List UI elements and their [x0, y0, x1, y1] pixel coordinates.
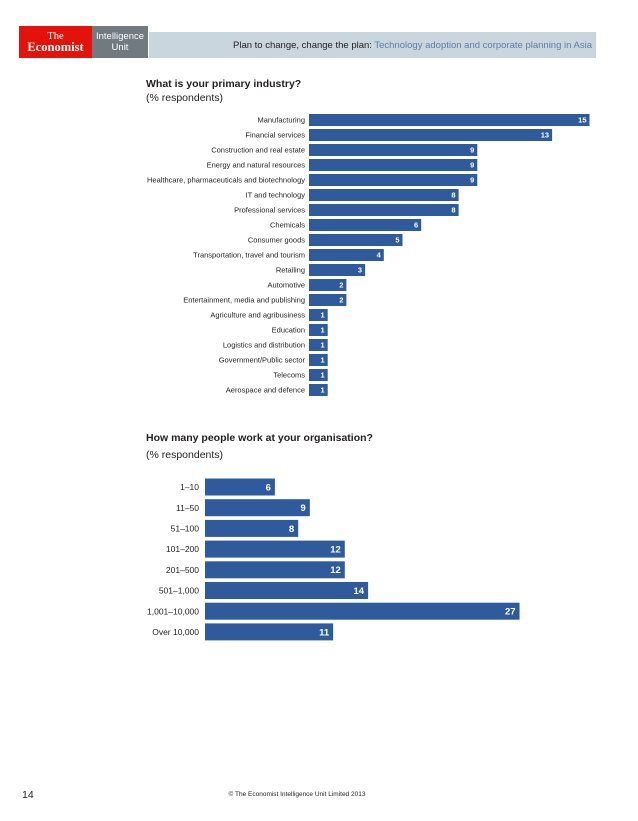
chart1-value-label: 1: [321, 371, 325, 380]
chart1-bar: [309, 369, 328, 381]
chart1-value-label: 15: [578, 116, 586, 125]
chart1-value-label: 1: [321, 341, 325, 350]
report-title: Plan to change, change the plan: Technol…: [233, 40, 592, 51]
report-title-main: Plan to change, change the plan:: [233, 40, 375, 51]
chart1-category-label: Transportation, travel and tourism: [193, 251, 305, 260]
chart1-category-label: Automotive: [267, 281, 305, 290]
chart1-bar: [309, 129, 553, 141]
chart2-value-label: 11: [319, 627, 330, 638]
unit-line1: Intelligence: [95, 31, 145, 42]
chart2-bar: [205, 602, 520, 620]
chart1-category-label: Logistics and distribution: [223, 341, 305, 350]
chart1-value-label: 2: [339, 296, 343, 305]
chart1-value-label: 9: [470, 146, 474, 155]
chart1-category-label: Consumer goods: [248, 236, 305, 245]
chart1-value-label: 1: [321, 326, 325, 335]
chart2-category-label: 51–100: [171, 523, 200, 533]
chart1-category-label: Retailing: [276, 266, 305, 275]
chart2-bar: [205, 582, 369, 599]
chart1-bar: [309, 354, 328, 366]
chart1-category-label: Energy and natural resources: [207, 161, 306, 170]
chart1-bar: [309, 324, 328, 336]
chart1-bar: [309, 204, 459, 216]
chart1-value-label: 8: [451, 206, 455, 215]
chart1-category-label: Government/Public sector: [219, 356, 306, 365]
chart1-value-label: 9: [470, 176, 474, 185]
chart2-bar: [205, 478, 275, 496]
chart2-category-label: 501–1,000: [159, 586, 199, 596]
chart1-value-label: 8: [451, 191, 455, 200]
chart2-bar: [205, 499, 310, 517]
page-number: 14: [22, 789, 34, 801]
chart1-bar: [309, 189, 459, 201]
chart2-bar: [205, 561, 345, 579]
chart1-category-label: Education: [272, 326, 305, 335]
economist-logo: The Economist: [19, 26, 92, 58]
chart2-value-label: 12: [330, 565, 341, 576]
chart1-category-label: Manufacturing: [257, 116, 305, 125]
chart1-bar: [309, 219, 422, 231]
chart1-category-label: Agriculture and agribusiness: [210, 311, 305, 320]
chart2-bar: [205, 519, 299, 537]
chart1-value-label: 1: [321, 386, 325, 395]
chart1-subtitle: (% respondents): [146, 92, 224, 104]
chart1-bar: [309, 279, 347, 291]
chart1-bar: [309, 114, 590, 126]
chart1-bar: [309, 339, 328, 351]
chart1-bar: [309, 159, 478, 171]
chart2-value-label: 6: [266, 482, 271, 493]
copyright-notice: © The Economist Intelligence Unit Limite…: [228, 791, 366, 798]
chart1-category-label: Chemicals: [270, 221, 305, 230]
chart1-bar: [309, 264, 366, 276]
chart1-value-label: 13: [541, 131, 549, 140]
chart2-value-label: 27: [505, 607, 516, 618]
logo-line2: Economist: [27, 40, 84, 54]
chart1-bar: [309, 309, 328, 321]
chart1-value-label: 3: [358, 266, 362, 275]
chart2-title: How many people work at your organisatio…: [146, 432, 373, 444]
chart1-title: What is your primary industry?: [146, 78, 302, 90]
chart2-category-label: 1,001–10,000: [147, 606, 199, 616]
chart2-value-label: 8: [289, 524, 294, 535]
chart2-category-label: 1–10: [180, 482, 199, 492]
chart1-value-label: 2: [339, 281, 343, 290]
chart1-bar: [309, 384, 328, 396]
header-band: Plan to change, change the plan: Technol…: [149, 32, 596, 58]
chart2-subtitle: (% respondents): [146, 449, 224, 461]
chart1-category-label: Aerospace and defence: [226, 386, 305, 395]
chart2-category-label: Over 10,000: [152, 627, 199, 637]
chart1-value-label: 1: [321, 311, 325, 320]
chart1-value-label: 9: [470, 161, 474, 170]
chart1-category-label: Professional services: [234, 206, 305, 215]
chart1-value-label: 6: [414, 221, 418, 230]
chart1-category-label: Financial services: [245, 131, 305, 140]
report-header: The Economist Intelligence Unit Plan to …: [0, 0, 638, 58]
chart2-value-label: 9: [301, 503, 306, 514]
chart2-bar: [205, 623, 334, 641]
chart1-bar: [309, 249, 384, 261]
chart2-value-label: 14: [354, 586, 365, 597]
chart1-value-label: 4: [377, 251, 382, 260]
chart2-category-label: 101–200: [166, 544, 199, 554]
chart1-category-label: Telecoms: [273, 371, 305, 380]
chart2-category-label: 201–500: [166, 565, 199, 575]
chart2-value-label: 12: [330, 545, 341, 556]
eiu-logo: Intelligence Unit: [92, 26, 148, 58]
chart1-category-label: Construction and real estate: [211, 146, 305, 155]
unit-line2: Unit: [111, 42, 129, 53]
chart1-category-label: Entertainment, media and publishing: [183, 296, 305, 305]
report-title-highlight: Technology adoption and corporate planni…: [374, 40, 592, 51]
chart1-value-label: 5: [395, 236, 399, 245]
chart1-bar: [309, 294, 347, 306]
logo-line1: The: [47, 31, 64, 42]
chart1-bar: [309, 234, 403, 246]
chart1-category-label: Healthcare, pharmaceuticals and biotechn…: [147, 176, 305, 185]
chart1-value-label: 1: [321, 356, 325, 365]
chart1-category-label: IT and technology: [246, 191, 306, 200]
chart2-category-label: 11–50: [176, 503, 199, 513]
chart1-bar: [309, 144, 478, 156]
chart2-bar: [205, 540, 345, 558]
chart1-bar: [309, 174, 478, 186]
